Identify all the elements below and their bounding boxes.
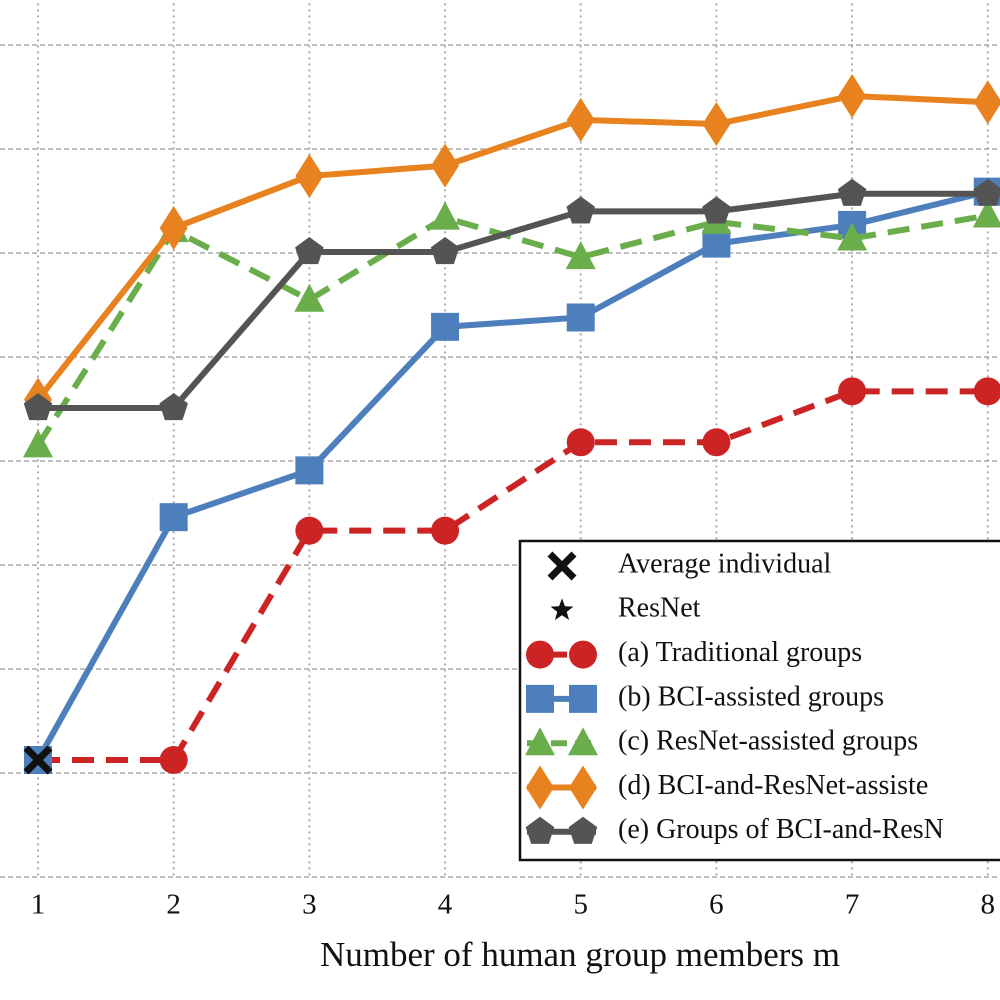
x-tick-label: 5 [573, 889, 588, 921]
x-tick-label: 3 [302, 889, 317, 921]
series-line [37, 388, 988, 763]
marker [526, 765, 554, 810]
legend-label: (d) BCI-and-ResNet-assiste [618, 770, 928, 801]
marker [566, 97, 595, 142]
series-line [35, 212, 989, 447]
legend-label: Average individual [618, 548, 832, 579]
legend: Average individual ResNet (a) Traditional … [518, 539, 1000, 862]
marker [430, 201, 461, 230]
marker [159, 503, 188, 532]
marker [294, 283, 325, 312]
x-tick-label: 1 [31, 889, 46, 921]
marker [566, 303, 595, 332]
marker [565, 241, 596, 270]
marker [702, 229, 731, 258]
marker [525, 816, 555, 844]
marker [702, 102, 731, 147]
marker [430, 236, 460, 265]
legend-box [518, 539, 1000, 862]
marker [295, 456, 324, 485]
marker [566, 196, 595, 224]
marker [973, 178, 1000, 206]
marker [550, 598, 574, 621]
marker [23, 745, 53, 775]
marker [702, 428, 731, 457]
marker [569, 640, 597, 669]
x-tick-label: 7 [845, 889, 860, 921]
marker [568, 816, 598, 844]
marker [295, 236, 324, 265]
marker [838, 377, 867, 406]
marker [159, 206, 188, 251]
marker [702, 196, 731, 224]
series-line [35, 188, 989, 762]
x-tick-label: 4 [438, 889, 453, 921]
marker [23, 392, 53, 421]
marker [837, 222, 868, 251]
legend-label: ResNet [618, 593, 701, 624]
marker [972, 199, 1000, 228]
marker [837, 178, 867, 206]
marker [295, 516, 324, 545]
marker [159, 392, 188, 421]
marker [526, 640, 554, 669]
marker [973, 377, 1000, 406]
marker [973, 80, 1000, 125]
x-tick-label: 6 [709, 889, 724, 921]
x-tick-label: 8 [981, 889, 996, 921]
marker [431, 312, 460, 341]
legend-label: (b) BCI-assisted groups [618, 681, 884, 712]
marker [526, 684, 554, 713]
marker [22, 429, 53, 458]
marker [569, 765, 597, 810]
x-axis-label: Number of human group members m [320, 935, 840, 974]
marker [525, 727, 555, 756]
marker [838, 73, 867, 118]
x-tick-label: 2 [166, 889, 181, 921]
marker [159, 746, 188, 774]
marker [568, 727, 598, 756]
series-line [37, 190, 988, 411]
legend-label: (e) Groups of BCI-and-ResN [618, 814, 944, 845]
marker [566, 428, 595, 457]
marker [431, 143, 460, 188]
series-line [35, 92, 988, 402]
marker [569, 684, 597, 713]
marker [547, 551, 577, 581]
legend-label: (a) Traditional groups [618, 637, 862, 668]
legend-label: (c) ResNet-assisted groups [618, 726, 918, 757]
marker [295, 154, 324, 199]
marker [431, 516, 460, 545]
